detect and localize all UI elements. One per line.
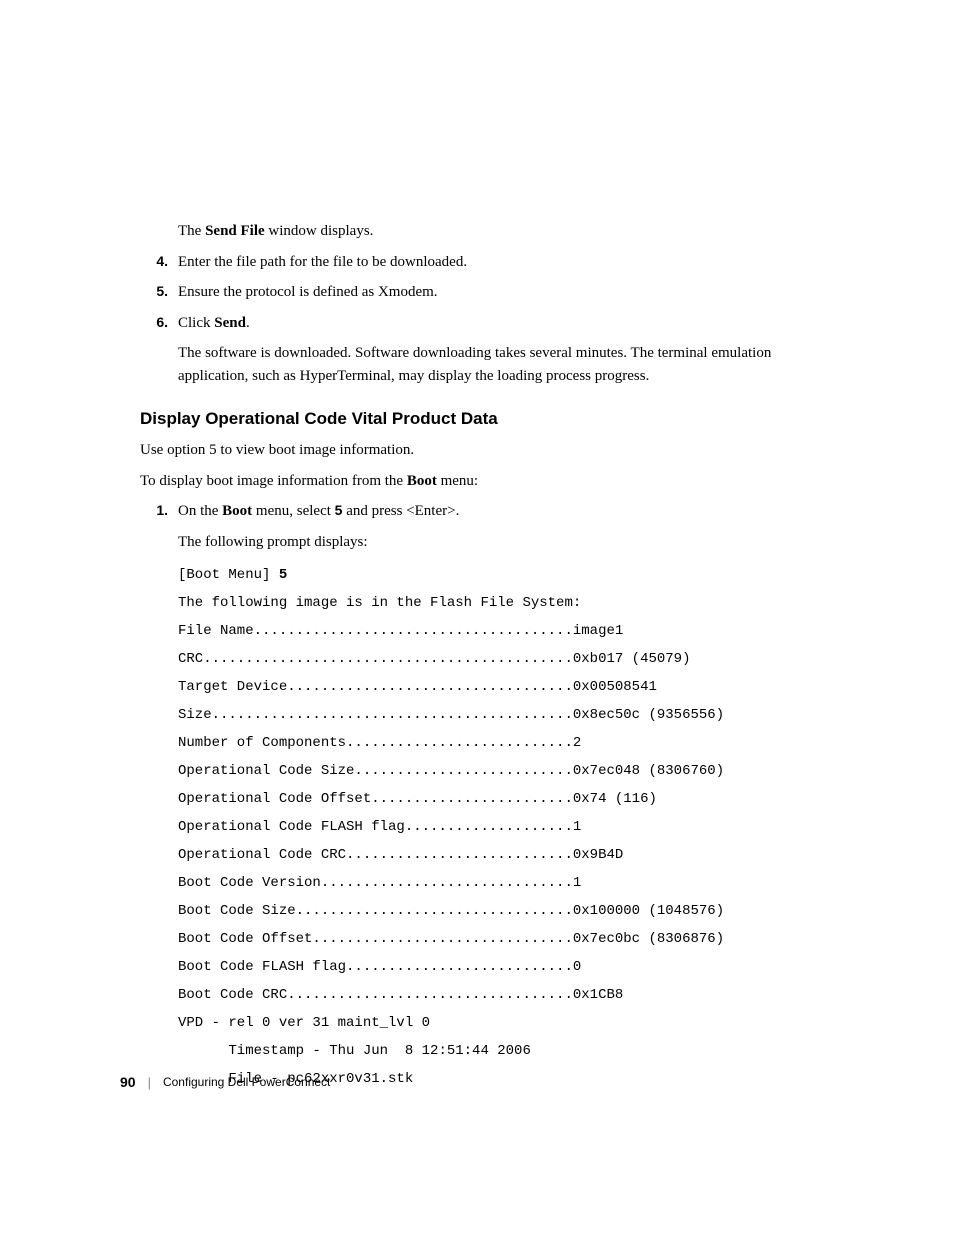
text-part: On the: [178, 503, 222, 519]
code-line: Operational Code CRC....................…: [178, 847, 623, 863]
prompt-text: The following prompt displays:: [178, 531, 834, 554]
page-footer: 90 | Configuring Dell PowerConnect: [120, 1074, 330, 1090]
step-number: 6.: [140, 312, 168, 333]
step-text: On the Boot menu, select 5 and press <En…: [178, 500, 834, 523]
code-line: Timestamp - Thu Jun 8 12:51:44 2006: [178, 1043, 531, 1059]
text-part: menu:: [437, 473, 478, 489]
footer-divider: |: [148, 1075, 151, 1090]
code-line: Number of Components....................…: [178, 735, 581, 751]
step-number: 1.: [140, 500, 168, 521]
code-line: Boot Code Size..........................…: [178, 903, 724, 919]
code-line: Boot Code CRC...........................…: [178, 987, 623, 1003]
text-part: The: [178, 223, 205, 239]
step-number: 4.: [140, 251, 168, 272]
step-b1: 1. On the Boot menu, select 5 and press …: [140, 500, 834, 523]
code-line: Operational Code FLASH flag.............…: [178, 819, 581, 835]
code-line: The following image is in the Flash File…: [178, 595, 581, 611]
code-line: Target Device...........................…: [178, 679, 657, 695]
bold-text: Boot: [407, 473, 437, 489]
code-line: CRC.....................................…: [178, 651, 690, 667]
bold-text: Send File: [205, 223, 265, 239]
section-heading: Display Operational Code Vital Product D…: [140, 409, 834, 429]
code-line: Size....................................…: [178, 707, 724, 723]
code-line: Operational Code Offset.................…: [178, 791, 657, 807]
page-number: 90: [120, 1074, 136, 1090]
code-line: Operational Code Size...................…: [178, 763, 724, 779]
step-6: 6. Click Send.: [140, 312, 834, 335]
code-line: [Boot Menu] 5: [178, 567, 287, 583]
code-block: [Boot Menu] 5 The following image is in …: [178, 561, 834, 1093]
code-line: VPD - rel 0 ver 31 maint_lvl 0: [178, 1015, 430, 1031]
body-text-1: Use option 5 to view boot image informat…: [140, 439, 834, 462]
code-line: Boot Code Offset........................…: [178, 931, 724, 947]
body-text-2: To display boot image information from t…: [140, 470, 834, 493]
step-text: Click Send.: [178, 312, 834, 335]
code-line: File Name...............................…: [178, 623, 623, 639]
step-number: 5.: [140, 281, 168, 302]
footer-text: Configuring Dell PowerConnect: [163, 1075, 330, 1089]
code-line: Boot Code Version.......................…: [178, 875, 581, 891]
text-part: and press <Enter>.: [342, 503, 459, 519]
step-4: 4. Enter the file path for the file to b…: [140, 251, 834, 274]
code-line: Boot Code FLASH flag....................…: [178, 959, 581, 975]
text-part: .: [246, 315, 250, 331]
step-text: Enter the file path for the file to be d…: [178, 251, 834, 274]
page-content: The Send File window displays. 4. Enter …: [0, 0, 954, 1093]
text-part: menu, select: [252, 503, 334, 519]
intro-line: The Send File window displays.: [178, 220, 834, 243]
bold-text: Send: [214, 315, 246, 331]
step-text: Ensure the protocol is defined as Xmodem…: [178, 281, 834, 304]
bold-text: Boot: [222, 503, 252, 519]
text-part: window displays.: [265, 223, 374, 239]
text-part: Click: [178, 315, 214, 331]
step-5: 5. Ensure the protocol is defined as Xmo…: [140, 281, 834, 304]
post-step-text: The software is downloaded. Software dow…: [178, 342, 834, 387]
text-part: To display boot image information from t…: [140, 473, 407, 489]
